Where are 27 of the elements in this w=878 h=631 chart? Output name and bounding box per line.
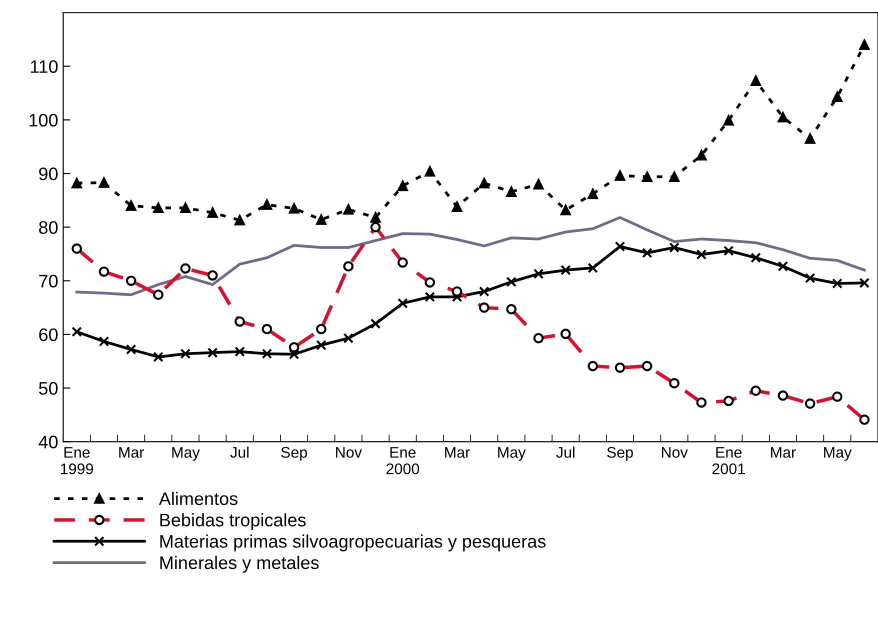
x-tick-label: Mar: [771, 447, 796, 458]
y-tick-label: 70: [39, 274, 58, 288]
y-tick-label: 60: [39, 328, 58, 342]
legend-label: Minerales y metales: [160, 556, 319, 573]
x-tick-label: Sep: [281, 446, 308, 461]
y-tick-label: 50: [38, 382, 58, 395]
x-tick-label: Sep: [607, 446, 633, 461]
x-tick-label: May: [498, 447, 526, 461]
y-tick-label: 110: [30, 60, 58, 73]
x-tick-label: May: [824, 447, 852, 461]
y-tick-label: 40: [38, 436, 58, 448]
x-tick-label: Ene 2000: [386, 447, 420, 474]
legend-label: Bebidas tropicales: [160, 513, 306, 530]
x-tick-label: May: [172, 447, 200, 461]
y-tick-label: 90: [39, 167, 58, 180]
legend-label: Alimentos: [158, 492, 238, 506]
x-tick-label: Ene 1999: [60, 447, 94, 474]
legend-label: Materias primas silvoagropecuarias y pesqueras: [160, 534, 546, 552]
x-tick-label: Nov: [662, 447, 688, 458]
y-tick-label: 80: [39, 221, 58, 234]
x-tick-label: Mar: [445, 447, 470, 458]
x-tick-label: Nov: [336, 447, 362, 458]
x-tick-label: Ene 2001: [712, 447, 745, 474]
y-tick-label: 100: [30, 114, 58, 127]
x-tick-label: Jul: [230, 446, 248, 458]
x-tick-label: Jul: [556, 446, 574, 458]
x-tick-label: Mar: [119, 447, 144, 458]
